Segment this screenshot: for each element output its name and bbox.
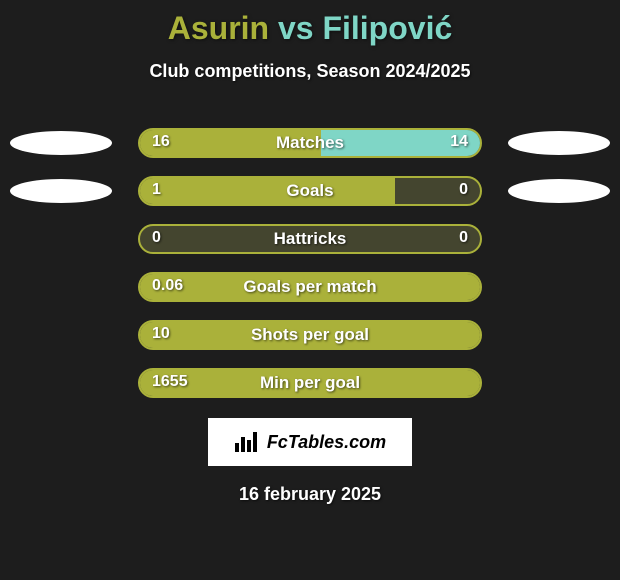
stat-row: Hattricks0 0 xyxy=(0,220,620,256)
footer-badge: FcTables.com xyxy=(208,418,412,466)
stat-bar: Hattricks0 0 xyxy=(138,224,482,254)
stat-left-value: 1655 xyxy=(152,373,188,391)
stat-bar: Min per goal1655 xyxy=(138,368,482,398)
stat-bar: Matches16 14 xyxy=(138,128,482,158)
player-left-ellipse xyxy=(10,179,112,203)
stat-left-value: 16 xyxy=(152,133,170,151)
subtitle: Club competitions, Season 2024/2025 xyxy=(0,61,620,82)
title-right-player: Filipović xyxy=(322,10,452,46)
stat-left-value: 1 xyxy=(152,181,161,199)
stat-label: Goals xyxy=(140,181,480,201)
title: Asurin vs Filipović xyxy=(0,0,620,47)
title-vs: vs xyxy=(269,10,322,46)
stat-label: Min per goal xyxy=(140,373,480,393)
stat-label: Goals per match xyxy=(140,277,480,297)
infographic-root: Asurin vs Filipović Club competitions, S… xyxy=(0,0,620,580)
player-right-ellipse xyxy=(508,179,610,203)
brand-text: FcTables.com xyxy=(267,432,386,453)
stat-label: Shots per goal xyxy=(140,325,480,345)
stat-left-value: 10 xyxy=(152,325,170,343)
stat-bar: Goals1 0 xyxy=(138,176,482,206)
stat-label: Matches xyxy=(140,133,480,153)
player-right-ellipse xyxy=(508,131,610,155)
stats-container: Matches1614Goals10Hattricks00Goals per m… xyxy=(0,124,620,400)
stat-left-value: 0 xyxy=(152,229,161,247)
bars-icon xyxy=(234,431,260,453)
stat-label: Hattricks xyxy=(140,229,480,249)
stat-row: Goals per match0.06 xyxy=(0,268,620,304)
stat-row: Goals1 0 xyxy=(0,172,620,208)
stat-row: Matches16 14 xyxy=(0,124,620,160)
stat-right-value: 0 xyxy=(459,229,468,247)
stat-row: Shots per goal10 xyxy=(0,316,620,352)
stat-bar: Shots per goal10 xyxy=(138,320,482,350)
title-left-player: Asurin xyxy=(168,10,269,46)
stat-right-value: 0 xyxy=(459,181,468,199)
stat-row: Min per goal1655 xyxy=(0,364,620,400)
player-left-ellipse xyxy=(10,131,112,155)
stat-bar: Goals per match0.06 xyxy=(138,272,482,302)
stat-left-value: 0.06 xyxy=(152,277,183,295)
footer-date: 16 february 2025 xyxy=(0,484,620,505)
stat-right-value: 14 xyxy=(450,133,468,151)
